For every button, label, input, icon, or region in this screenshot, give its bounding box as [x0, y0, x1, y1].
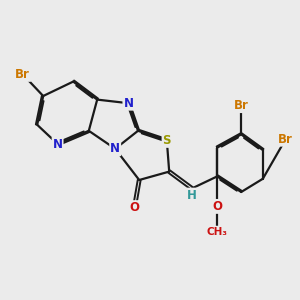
Text: CH₃: CH₃: [207, 226, 228, 237]
Text: Br: Br: [234, 99, 249, 112]
Text: N: N: [123, 97, 134, 110]
Text: N: N: [52, 137, 63, 151]
Text: S: S: [163, 134, 171, 147]
Text: N: N: [110, 142, 120, 155]
Text: Br: Br: [15, 68, 30, 81]
Text: Br: Br: [278, 133, 293, 146]
Text: O: O: [212, 200, 222, 213]
Text: O: O: [129, 201, 140, 214]
Text: H: H: [187, 189, 197, 202]
